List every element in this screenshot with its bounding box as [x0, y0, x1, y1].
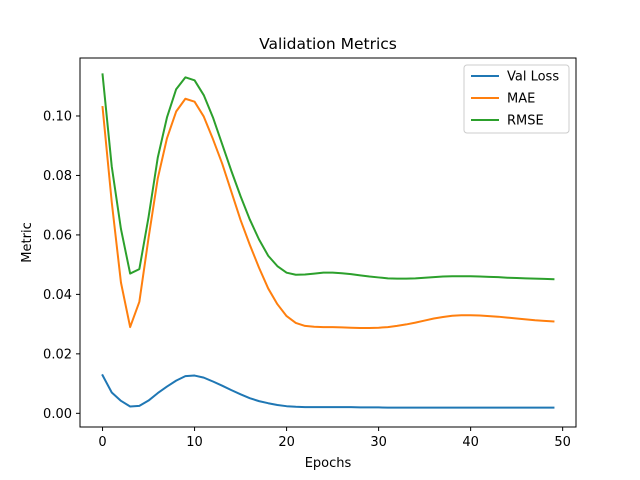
x-tick-label: 40: [462, 435, 479, 450]
legend-box: [463, 64, 570, 134]
legend-label-rmse: RMSE: [507, 114, 544, 129]
y-tick-label: 0.02: [43, 347, 72, 362]
y-tick-label: 0.06: [43, 228, 72, 243]
x-tick-label: 10: [186, 435, 203, 450]
legend-label-val-loss: Val Loss: [507, 70, 559, 85]
x-axis-ticks: 0 10 20 30 40 50: [98, 427, 571, 450]
y-tick-label: 0.00: [43, 407, 72, 422]
x-tick-label: 20: [278, 435, 295, 450]
series-line-val-loss: [101, 373, 555, 409]
x-axis-label: Epochs: [305, 456, 352, 471]
y-tick-label: 0.04: [43, 288, 72, 303]
plot-frame: [79, 57, 577, 428]
y-axis-ticks: 0.00 0.02 0.04 0.06 0.08 0.10: [43, 109, 80, 422]
x-tick-label: 30: [370, 435, 387, 450]
y-tick-label: 0.10: [43, 109, 72, 124]
legend: Val Loss MAE RMSE: [463, 64, 570, 134]
y-tick-label: 0.08: [43, 169, 72, 184]
series-line-mae: [101, 97, 555, 329]
y-axis-label: Metric: [20, 222, 35, 262]
plot-lines: [101, 73, 555, 409]
chart-title: Validation Metrics: [259, 35, 397, 53]
x-tick-label: 0: [98, 435, 106, 450]
legend-label-mae: MAE: [507, 92, 535, 107]
series-line-rmse: [101, 73, 555, 281]
x-tick-label: 50: [554, 435, 571, 450]
